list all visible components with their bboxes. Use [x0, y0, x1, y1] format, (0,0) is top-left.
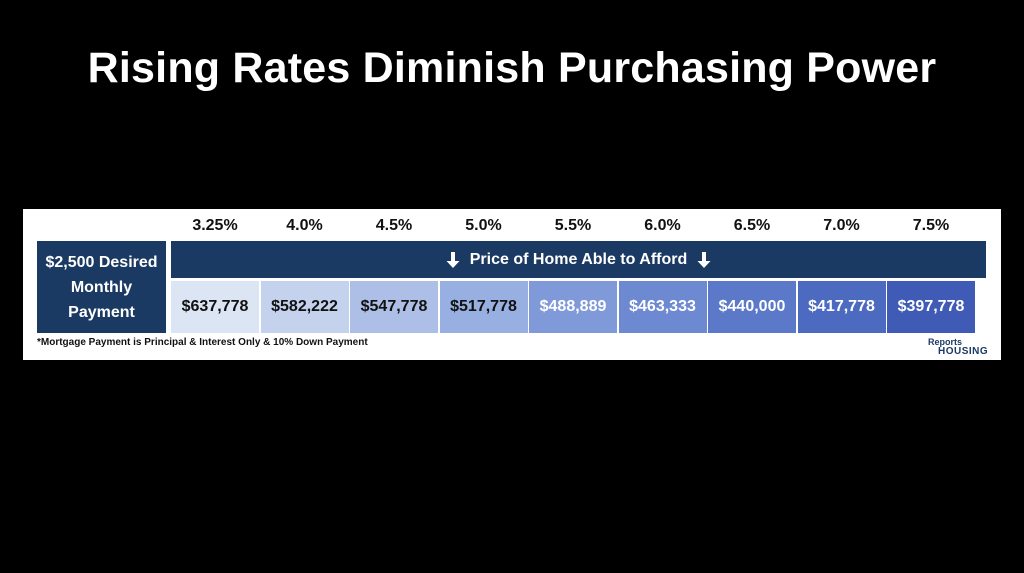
- rate-label: 3.25%: [192, 217, 238, 234]
- row-header: $2,500 Desired Monthly Payment: [37, 241, 166, 333]
- logo-line1: Reports: [928, 337, 963, 347]
- down-arrow-icon: [446, 251, 460, 268]
- banner: Price of Home Able to Afford: [171, 241, 986, 278]
- price-cell: $517,778: [439, 281, 528, 333]
- rate-header-row: 3.25% 4.0% 4.5% 5.0% 5.5% 6.0% 6.5% 7.0% 7.5%: [23, 217, 1001, 239]
- rate-label: 5.0%: [465, 217, 502, 234]
- rate-label: 7.5%: [912, 217, 950, 234]
- rate-label: 6.5%: [733, 217, 771, 234]
- rate-table: 3.25% 4.0% 4.5% 5.0% 5.5% 6.0% 6.5% 7.0% 7.5% $2…: [23, 209, 1001, 360]
- row-header-line: $2,500 Desired: [45, 253, 158, 271]
- row-header-line: Monthly: [70, 278, 133, 296]
- price-row: $637,778 $582,222 $547,778 $517,778 $488,889…: [23, 281, 1001, 333]
- price-cell: $488,889: [529, 281, 617, 333]
- rate-label: 4.5%: [375, 217, 413, 234]
- rate-label: 5.5%: [554, 217, 592, 234]
- price-cell: $547,778: [350, 281, 438, 333]
- price-cell: $582,222: [260, 281, 349, 333]
- logo-line2: HOUSING: [938, 346, 989, 357]
- footnote: *Mortgage Payment is Principal & Interes…: [37, 337, 368, 348]
- row-header-line: Payment: [68, 303, 135, 321]
- rate-label: 6.0%: [644, 217, 681, 234]
- down-arrow-icon: [697, 251, 711, 268]
- page-title: Rising Rates Diminish Purchasing Power: [87, 44, 937, 92]
- rate-label: 7.0%: [823, 217, 860, 234]
- reports-on-housing-logo: Reports HOUSING: [924, 337, 988, 359]
- price-cell: $637,778: [171, 281, 259, 333]
- banner-label: Price of Home Able to Afford: [469, 250, 688, 268]
- price-cell: $397,778: [887, 281, 975, 333]
- rate-label: 4.0%: [286, 217, 323, 234]
- price-cell: $417,778: [797, 281, 886, 333]
- price-cell: $440,000: [708, 281, 796, 333]
- price-cell: $463,333: [618, 281, 707, 333]
